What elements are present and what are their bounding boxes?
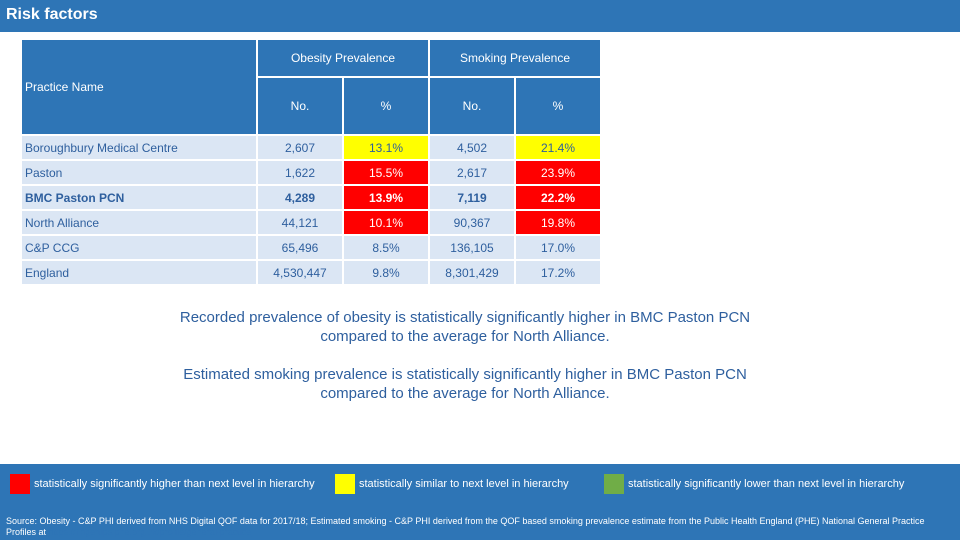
obesity-note: Recorded prevalence of obesity is statis…	[120, 308, 810, 346]
table-row: North Alliance 44,121 10.1% 90,367 19.8%	[22, 209, 600, 234]
legend-lower-label: statistically significantly lower than n…	[628, 478, 905, 490]
smoking-prevalence-header: Smoking Prevalence	[428, 40, 600, 78]
table-row: C&P CCG 65,496 8.5% 136,105 17.0%	[22, 234, 600, 259]
smoking-pct-cell: 19.8%	[514, 209, 600, 234]
legend-lower-swatch	[604, 474, 624, 494]
obesity-pct-cell: 13.9%	[342, 184, 428, 209]
smoking-pct-header: %	[514, 78, 600, 134]
legend-higher: statistically significantly higher than …	[10, 474, 315, 494]
smoking-note-line1: Estimated smoking prevalence is statisti…	[183, 366, 747, 383]
legend-higher-swatch	[10, 474, 30, 494]
risk-factors-table: Practice Name Obesity Prevalence Smoking…	[22, 40, 600, 284]
obesity-no-cell: 1,622	[256, 159, 342, 184]
smoking-pct-cell: 21.4%	[514, 134, 600, 159]
practice-name-cell: C&P CCG	[22, 234, 256, 259]
practice-name-cell: England	[22, 259, 256, 284]
obesity-no-cell: 4,289	[256, 184, 342, 209]
source-note: Source: Obesity - C&P PHI derived from N…	[6, 516, 956, 538]
smoking-no-cell: 90,367	[428, 209, 514, 234]
table-row: BMC Paston PCN 4,289 13.9% 7,119 22.2%	[22, 184, 600, 209]
obesity-no-header: No.	[256, 78, 342, 134]
obesity-pct-cell: 10.1%	[342, 209, 428, 234]
obesity-pct-cell: 9.8%	[342, 259, 428, 284]
practice-name-cell: Boroughbury Medical Centre	[22, 134, 256, 159]
smoking-no-cell: 8,301,429	[428, 259, 514, 284]
obesity-no-cell: 4,530,447	[256, 259, 342, 284]
obesity-pct-cell: 15.5%	[342, 159, 428, 184]
smoking-no-cell: 2,617	[428, 159, 514, 184]
smoking-pct-cell: 17.0%	[514, 234, 600, 259]
source-text: Source: Obesity - C&P PHI derived from N…	[6, 516, 925, 537]
obesity-pct-header: %	[342, 78, 428, 134]
smoking-no-cell: 4,502	[428, 134, 514, 159]
legend-lower: statistically significantly lower than n…	[604, 474, 904, 494]
table-row: England 4,530,447 9.8% 8,301,429 17.2%	[22, 259, 600, 284]
smoking-pct-cell: 23.9%	[514, 159, 600, 184]
obesity-pct-cell: 8.5%	[342, 234, 428, 259]
smoking-no-cell: 136,105	[428, 234, 514, 259]
obesity-no-cell: 44,121	[256, 209, 342, 234]
obesity-note-line2: compared to the average for North Allian…	[320, 328, 610, 345]
practice-name-cell: North Alliance	[22, 209, 256, 234]
practice-name-cell: BMC Paston PCN	[22, 184, 256, 209]
practice-name-cell: Paston	[22, 159, 256, 184]
smoking-pct-cell: 22.2%	[514, 184, 600, 209]
obesity-pct-cell: 13.1%	[342, 134, 428, 159]
obesity-no-cell: 2,607	[256, 134, 342, 159]
footer: statistically significantly higher than …	[0, 464, 960, 540]
obesity-prevalence-header: Obesity Prevalence	[256, 40, 428, 78]
table-row: Boroughbury Medical Centre 2,607 13.1% 4,50…	[22, 134, 600, 159]
table-row: Paston 1,622 15.5% 2,617 23.9%	[22, 159, 600, 184]
practice-name-header: Practice Name	[22, 40, 256, 134]
obesity-no-cell: 65,496	[256, 234, 342, 259]
smoking-no-header: No.	[428, 78, 514, 134]
legend-similar-label: statistically similar to next level in h…	[359, 478, 569, 490]
smoking-no-cell: 7,119	[428, 184, 514, 209]
source-link[interactable]: https://fingertips.phe.org.uk/profile/ge…	[48, 527, 252, 537]
obesity-note-line1: Recorded prevalence of obesity is statis…	[179, 309, 751, 326]
title-bar: Risk factors	[0, 0, 960, 32]
legend-similar: statistically similar to next level in h…	[335, 474, 569, 494]
legend-higher-label: statistically significantly higher than …	[34, 478, 315, 490]
smoking-note-line2: compared to the average for North Allian…	[320, 385, 610, 402]
smoking-note: Estimated smoking prevalence is statisti…	[120, 365, 810, 403]
smoking-pct-cell: 17.2%	[514, 259, 600, 284]
legend-similar-swatch	[335, 474, 355, 494]
page-title: Risk factors	[6, 6, 98, 23]
